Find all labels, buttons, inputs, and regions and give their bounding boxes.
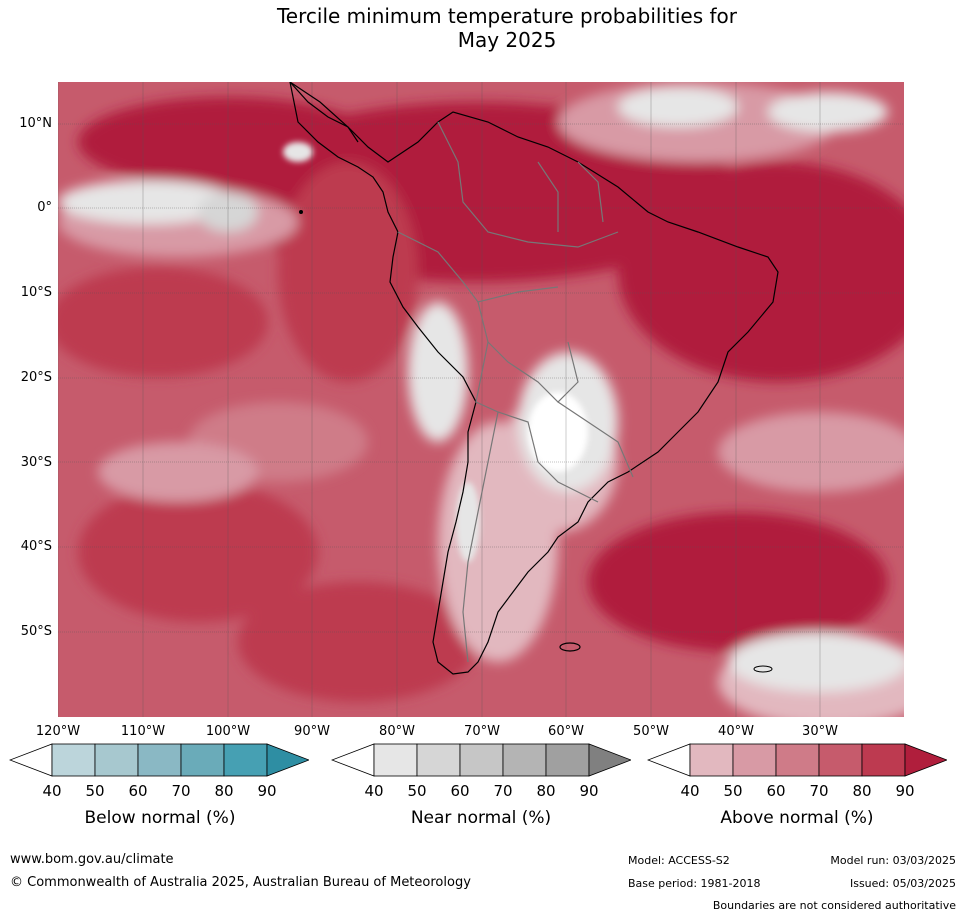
footer-issued: Issued: 05/03/2025 xyxy=(849,877,956,890)
colorbar-segment xyxy=(137,743,182,777)
lat-label-40s: 40°S xyxy=(20,539,52,554)
footer-model: Model: ACCESS-S2 xyxy=(628,854,730,867)
footer-model-run: Model run: 03/03/2025 xyxy=(830,854,956,867)
lon-label-80w: 80°W xyxy=(379,724,415,739)
colorbar-tick-label: 60 xyxy=(128,782,148,800)
colorbar-high-extend xyxy=(588,743,631,777)
colorbar-tick-label: 40 xyxy=(42,782,62,800)
colorbar-above-normal-scale xyxy=(647,743,947,777)
title-line-2: May 2025 xyxy=(457,28,557,52)
lon-label-40w: 40°W xyxy=(718,724,754,739)
colorbar-below-normal-scale xyxy=(9,743,309,777)
colorbar-above-normal-title: Above normal (%) xyxy=(720,808,874,828)
colorbar-tick-label: 50 xyxy=(723,782,743,800)
lon-label-60w: 60°W xyxy=(548,724,584,739)
colorbar-segment xyxy=(223,743,268,777)
colorbar-segment xyxy=(373,743,418,777)
colorbar-tick-label: 40 xyxy=(680,782,700,800)
lat-label-50s: 50°S xyxy=(20,624,52,639)
colorbar-segment xyxy=(459,743,504,777)
colorbar-segment xyxy=(51,743,96,777)
title-line-1: Tercile minimum temperature probabilitie… xyxy=(276,4,738,28)
colorbar-tick-label: 50 xyxy=(407,782,427,800)
south-america-outline xyxy=(289,82,779,675)
colorbar-low-extend xyxy=(647,743,691,777)
colorbar-segment xyxy=(94,743,139,777)
colorbar-tick-label: 50 xyxy=(85,782,105,800)
lat-label-0: 0° xyxy=(37,200,52,215)
colorbar-segment xyxy=(545,743,590,777)
colorbar-tick-label: 90 xyxy=(579,782,599,800)
colorbar-tick-label: 70 xyxy=(171,782,191,800)
colorbar-low-extend xyxy=(331,743,375,777)
lon-label-30w: 30°W xyxy=(802,724,838,739)
lon-label-90w: 90°W xyxy=(294,724,330,739)
footer-website: www.bom.gov.au/climate xyxy=(10,852,174,867)
lon-label-120w: 120°W xyxy=(35,724,81,739)
lat-label-10n: 10°N xyxy=(19,116,52,131)
colorbar-segment xyxy=(180,743,225,777)
colorbar-tick-label: 80 xyxy=(214,782,234,800)
colorbar-segment xyxy=(502,743,547,777)
footer-copyright: © Commonwealth of Australia 2025, Austra… xyxy=(10,875,471,890)
colorbar-below-normal-title: Below normal (%) xyxy=(84,808,236,828)
colorbar-tick-label: 70 xyxy=(493,782,513,800)
colorbar-tick-label: 40 xyxy=(364,782,384,800)
colorbar-segment xyxy=(775,743,820,777)
footer-disclaimer: Boundaries are not considered authoritat… xyxy=(712,899,956,912)
colorbar-tick-label: 90 xyxy=(257,782,277,800)
lat-label-20s: 20°S xyxy=(20,370,52,385)
colorbar-high-extend xyxy=(904,743,947,777)
lon-label-100w: 100°W xyxy=(205,724,251,739)
colorbar-low-extend xyxy=(9,743,53,777)
lat-label-30s: 30°S xyxy=(20,455,52,470)
colorbar-segment xyxy=(818,743,863,777)
colorbar-near-normal-title: Near normal (%) xyxy=(410,808,552,828)
colorbar-segment xyxy=(689,743,734,777)
colorbar-segment xyxy=(732,743,777,777)
colorbar-tick-label: 60 xyxy=(766,782,786,800)
colorbar-near-normal-scale xyxy=(331,743,631,777)
lon-label-50w: 50°W xyxy=(633,724,669,739)
probability-map xyxy=(58,82,904,717)
colorbar-tick-label: 70 xyxy=(809,782,829,800)
lat-label-10s: 10°S xyxy=(20,285,52,300)
colorbar-tick-label: 90 xyxy=(895,782,915,800)
lon-label-70w: 70°W xyxy=(464,724,500,739)
colorbar-high-extend xyxy=(266,743,309,777)
map-title: Tercile minimum temperature probabilitie… xyxy=(0,4,965,52)
colorbar-tick-label: 60 xyxy=(450,782,470,800)
colorbar-segment xyxy=(861,743,906,777)
lon-label-110w: 110°W xyxy=(120,724,166,739)
colorbar-tick-label: 80 xyxy=(852,782,872,800)
colorbar-tick-label: 80 xyxy=(536,782,556,800)
footer-base-period: Base period: 1981-2018 xyxy=(628,877,761,890)
colorbar-segment xyxy=(416,743,461,777)
